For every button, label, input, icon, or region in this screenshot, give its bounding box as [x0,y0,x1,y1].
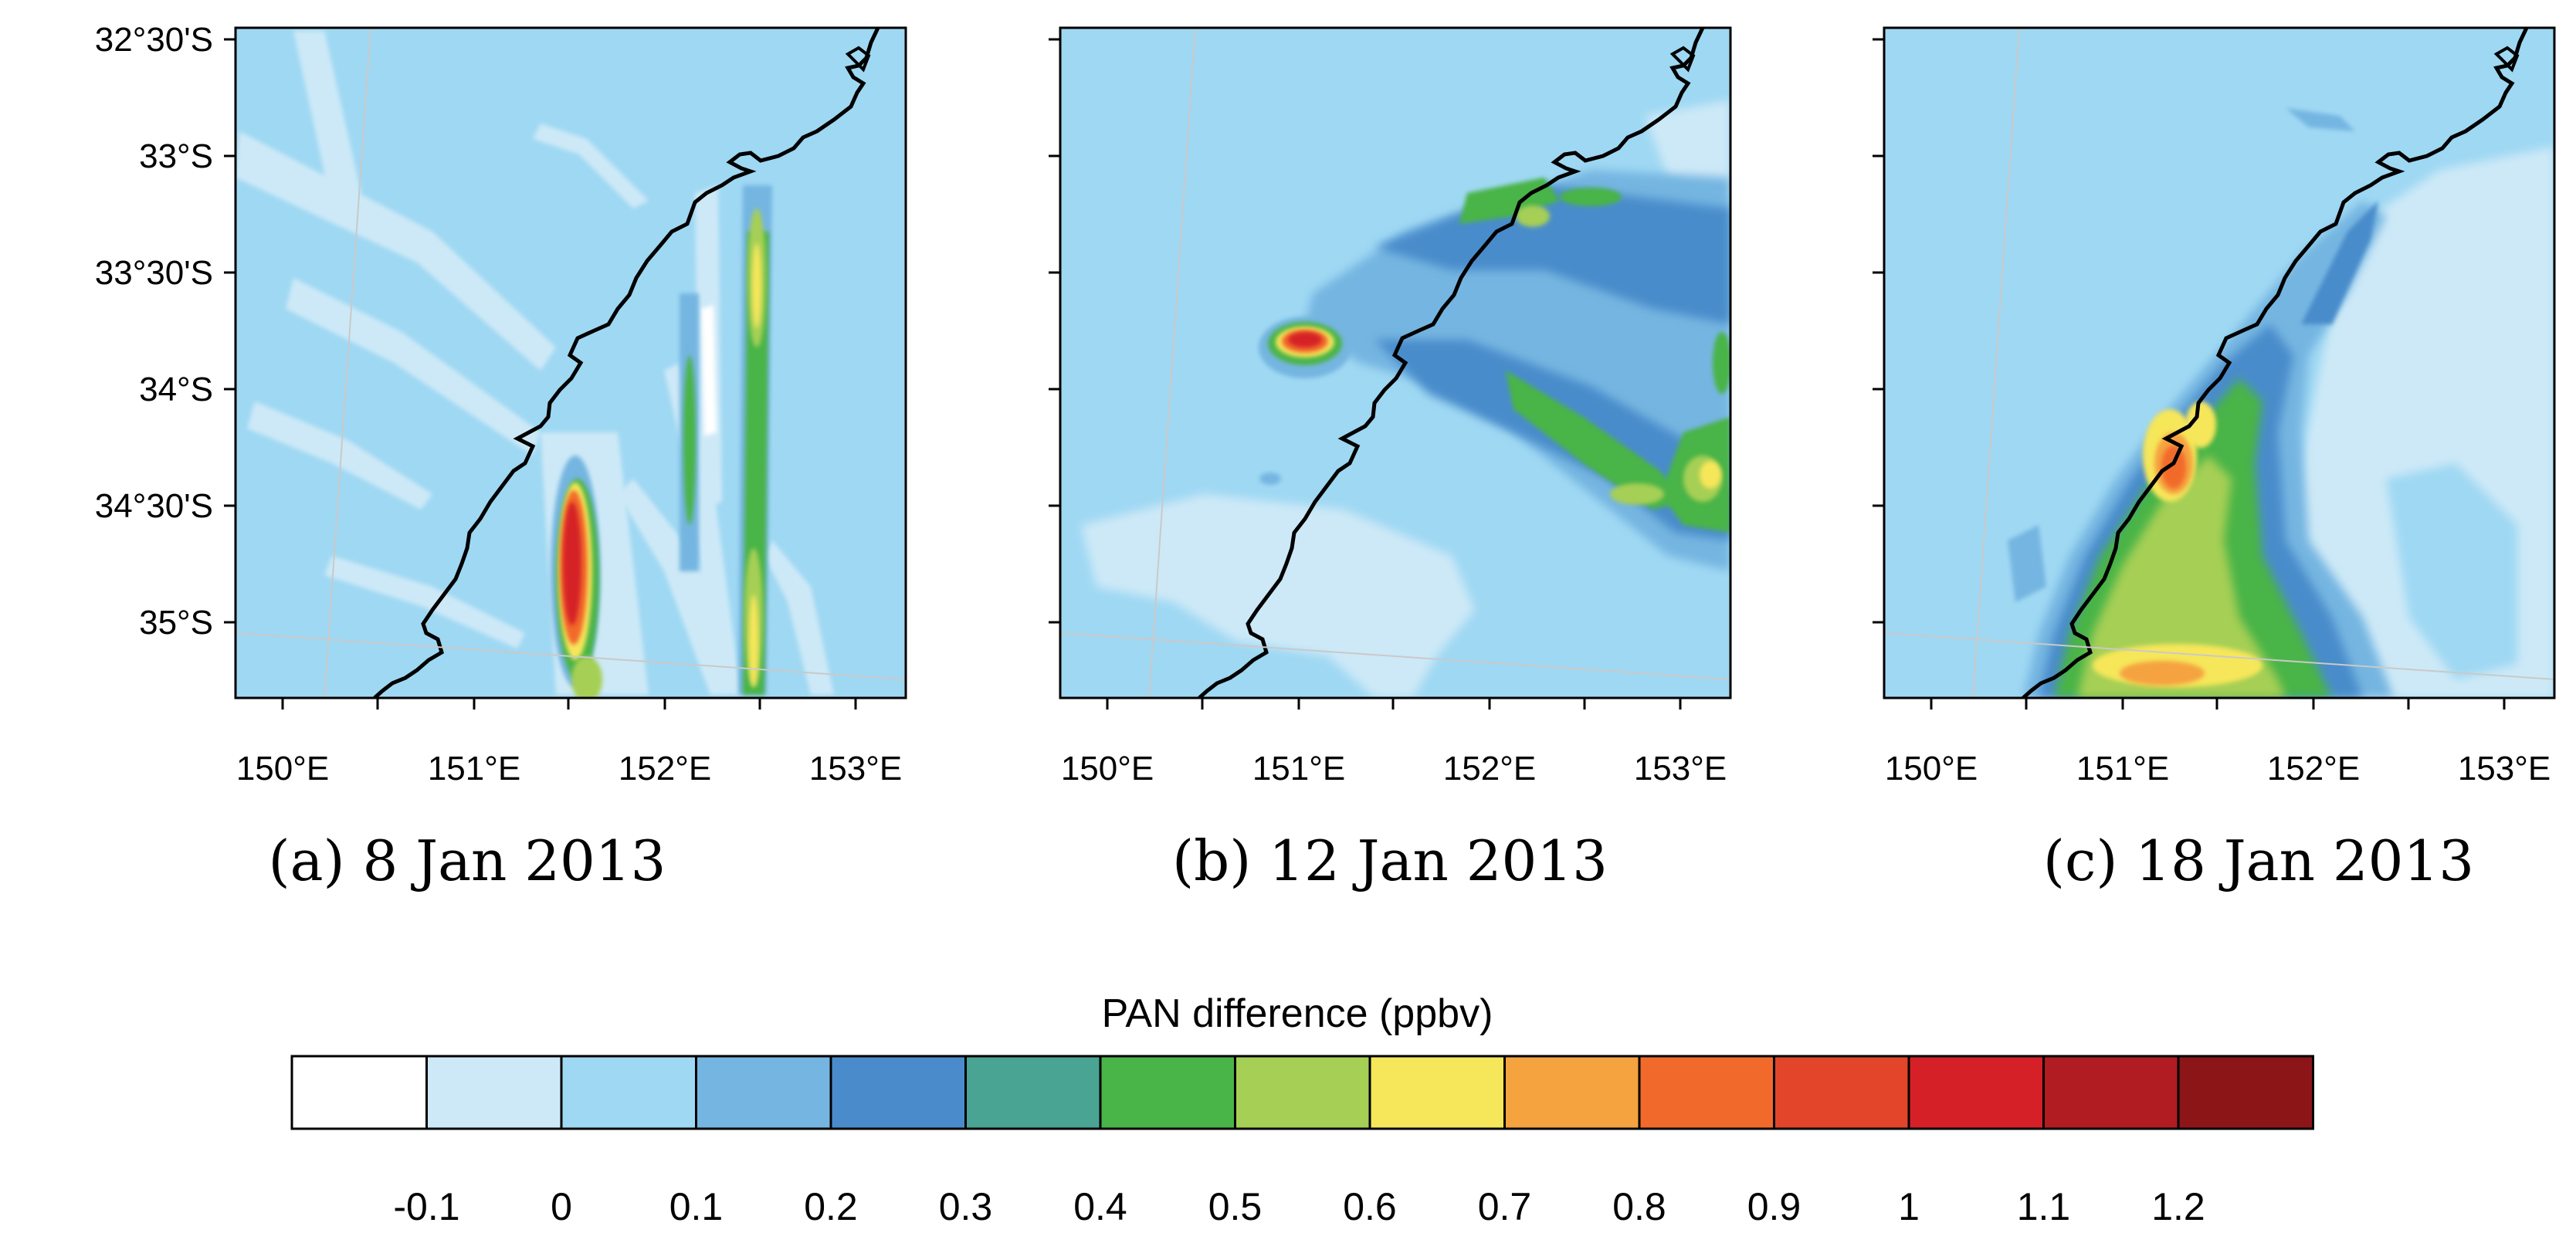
panel-a-lat-ticks [224,38,236,624]
colorbar-label: 0.9 [1747,1185,1802,1228]
panel-a: 32°30'S 33°S 33°30'S 34°S 34°30'S 35°S 1… [95,21,907,893]
colorbar-label: 0.7 [1478,1185,1532,1228]
colorbar-label: 0.4 [1073,1185,1127,1228]
panel-c-lon-151: 151°E [2076,750,2169,787]
panel-a-lon-153: 153°E [809,750,902,787]
panel-a-lon-150: 150°E [236,750,329,787]
colorbar-swatch [1368,1055,1506,1130]
panel-b-caption: (b) 12 Jan 2013 [1172,828,1608,893]
colorbar-swatch [1638,1055,1775,1130]
colorbar-swatch [1907,1055,2045,1130]
panel-b-lat-ticks [1049,38,1060,624]
colorbar-swatch [695,1055,832,1130]
colorbar-swatch [2177,1055,2314,1130]
colorbar-label: -0.1 [393,1185,459,1228]
colorbar-label: 1 [1898,1185,1920,1228]
panel-c-frame [1883,26,2556,699]
lat-label-4: 34°S [139,371,213,408]
colorbar-label: 0 [551,1185,572,1228]
panel-b-lon-151: 151°E [1252,750,1345,787]
colorbar-label: 0.1 [669,1185,724,1228]
colorbar-labels: -0.1 0 0.1 0.2 0.3 0.4 0.5 0.6 0.7 0.8 0.9 1 1.1 1.2 [393,1185,2205,1228]
panel-c-lat-ticks [1873,38,1884,624]
panel-c: 150°E 151°E 152°E 153°E (c) 18 Jan 2013 [1873,26,2556,893]
colorbar-swatches [290,1055,2314,1130]
panel-a-frame [234,26,907,699]
panel-a-caption: (a) 8 Jan 2013 [269,828,666,893]
panel-c-field [1884,28,2554,698]
colorbar-label: 0.3 [939,1185,993,1228]
panel-a-lon-151: 151°E [428,750,520,787]
colorbar-swatch [1503,1055,1641,1130]
colorbar-label: 0.2 [804,1185,858,1228]
colorbar-label: 0.6 [1343,1185,1397,1228]
panel-c-lon-ticks [1930,698,2506,710]
panel-b-lon-153: 153°E [1634,750,1727,787]
panel-b-frame [1059,26,1732,699]
colorbar-swatch [2042,1055,2180,1130]
lat-label-5: 34°30'S [95,487,213,525]
colorbar-swatch [425,1055,563,1130]
colorbar-swatch [1234,1055,1371,1130]
colorbar-swatch [829,1055,967,1130]
colorbar-swatch [560,1055,697,1130]
colorbar-swatch [1773,1055,1910,1130]
lat-label-1: 32°30'S [95,21,213,59]
panel-b-field [1060,28,1730,698]
colorbar-label: 1.2 [2151,1185,2205,1228]
colorbar-swatch [964,1055,1102,1130]
lat-label-3: 33°30'S [95,254,213,292]
panel-b: 150°E 151°E 152°E 153°E (b) 12 Jan 2013 [1049,26,1732,893]
panel-a-lon-152: 152°E [619,750,711,787]
colorbar-swatch [1099,1055,1236,1130]
panel-a-lon-ticks [281,698,857,710]
panel-b-lon-150: 150°E [1061,750,1154,787]
panel-b-lon-152: 152°E [1443,750,1536,787]
panel-b-lon-ticks [1106,698,1682,710]
lat-label-2: 33°S [139,137,213,175]
panel-a-field [236,28,906,698]
colorbar: PAN difference (ppbv) -0.1 0 0.1 0.2 0.3 0.4 0… [290,991,2314,1228]
colorbar-label: 1.1 [2017,1185,2071,1228]
panel-c-lon-152: 152°E [2267,750,2360,787]
lat-label-6: 35°S [139,604,213,642]
colorbar-title: PAN difference (ppbv) [1102,991,1493,1036]
colorbar-label: 0.5 [1208,1185,1263,1228]
panel-c-lon-153: 153°E [2458,750,2551,787]
colorbar-swatch [290,1055,428,1130]
colorbar-label: 0.8 [1612,1185,1666,1228]
panel-c-caption: (c) 18 Jan 2013 [2043,828,2474,893]
panel-c-lon-150: 150°E [1885,750,1978,787]
